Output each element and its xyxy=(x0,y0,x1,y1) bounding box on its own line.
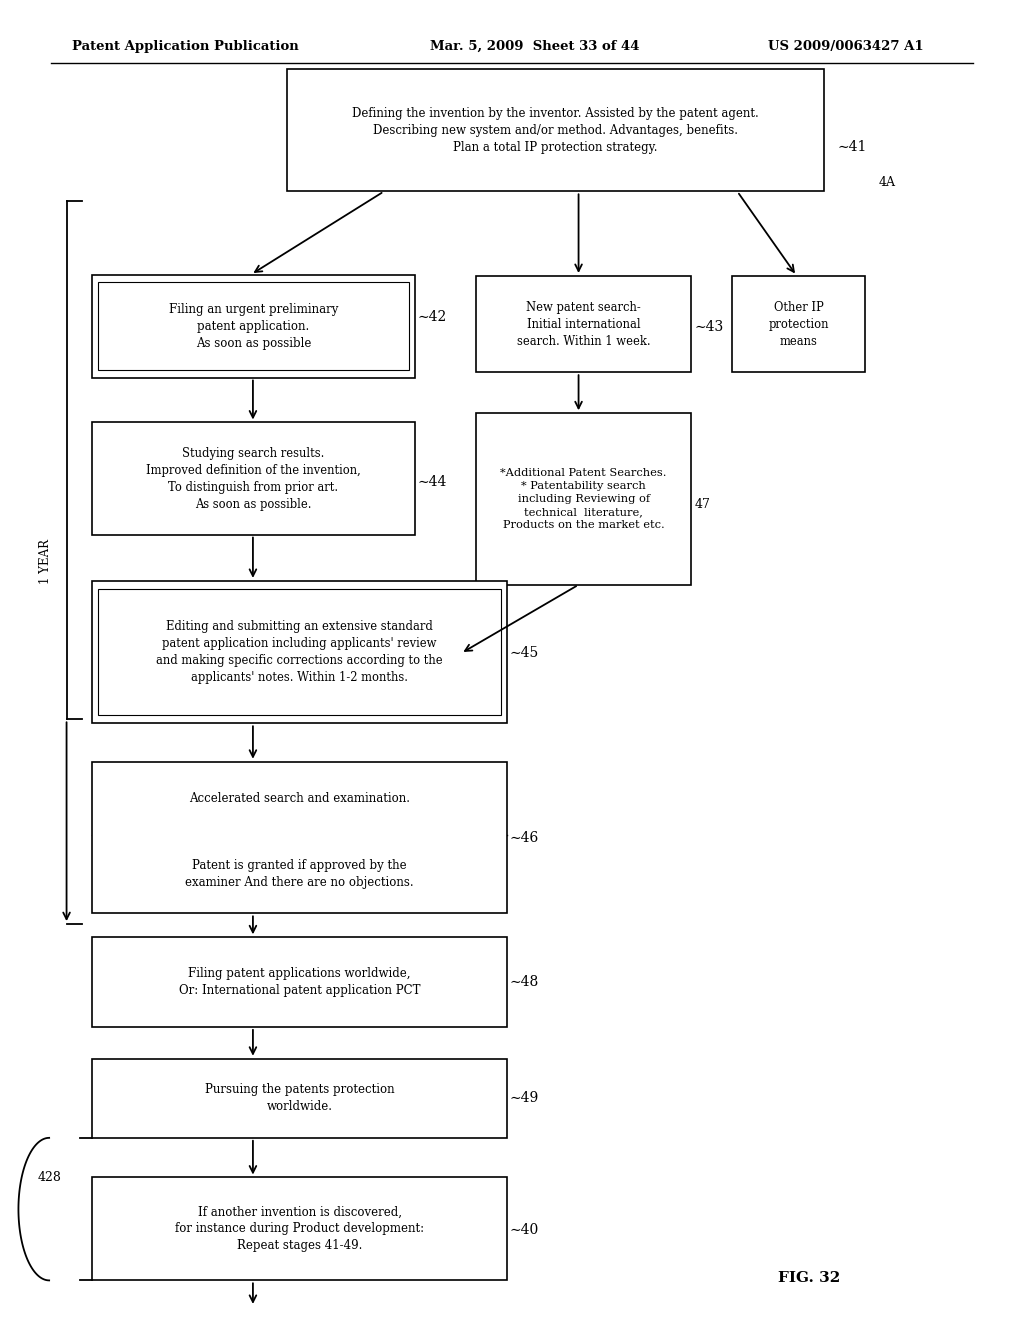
FancyBboxPatch shape xyxy=(92,1059,507,1138)
Text: Mar. 5, 2009  Sheet 33 of 44: Mar. 5, 2009 Sheet 33 of 44 xyxy=(430,40,640,53)
Text: If another invention is discovered,
for instance during Product development:
Rep: If another invention is discovered, for … xyxy=(175,1205,424,1253)
FancyBboxPatch shape xyxy=(476,276,691,372)
Text: Patent is granted if approved by the
examiner And there are no objections.: Patent is granted if approved by the exa… xyxy=(185,859,414,888)
Text: Filing an urgent preliminary
patent application.
As soon as possible: Filing an urgent preliminary patent appl… xyxy=(169,302,338,350)
Text: Studying search results.
Improved definition of the invention,
To distinguish fr: Studying search results. Improved defini… xyxy=(146,446,360,511)
Text: Other IP
protection
means: Other IP protection means xyxy=(768,301,829,347)
Text: US 2009/0063427 A1: US 2009/0063427 A1 xyxy=(768,40,924,53)
Text: Accelerated search and examination.: Accelerated search and examination. xyxy=(189,792,410,805)
FancyBboxPatch shape xyxy=(732,276,865,372)
Text: *Additional Patent Searches.
* Patentability search
including Reviewing of
techn: *Additional Patent Searches. * Patentabi… xyxy=(501,467,667,531)
Text: ∼43: ∼43 xyxy=(694,321,724,334)
FancyBboxPatch shape xyxy=(92,275,415,378)
Text: 428: 428 xyxy=(37,1171,61,1184)
FancyBboxPatch shape xyxy=(476,413,691,585)
Text: ∼45: ∼45 xyxy=(510,647,540,660)
Text: ∼41: ∼41 xyxy=(838,140,867,153)
Text: 1 YEAR: 1 YEAR xyxy=(39,539,51,583)
FancyBboxPatch shape xyxy=(287,69,824,191)
Text: Filing patent applications worldwide,
Or: International patent application PCT: Filing patent applications worldwide, Or… xyxy=(179,968,420,997)
Text: ∼48: ∼48 xyxy=(510,975,540,989)
Text: New patent search-
Initial international
search. Within 1 week.: New patent search- Initial international… xyxy=(517,301,650,347)
FancyBboxPatch shape xyxy=(92,422,415,535)
FancyBboxPatch shape xyxy=(92,1177,507,1280)
Text: 4A: 4A xyxy=(879,176,896,189)
Text: ∼42: ∼42 xyxy=(418,310,447,323)
FancyBboxPatch shape xyxy=(98,282,409,370)
FancyBboxPatch shape xyxy=(98,589,501,715)
Text: ∼40: ∼40 xyxy=(510,1224,540,1237)
FancyBboxPatch shape xyxy=(92,762,507,913)
FancyBboxPatch shape xyxy=(92,581,507,723)
Text: Editing and submitting an extensive standard
patent application including applic: Editing and submitting an extensive stan… xyxy=(157,620,442,684)
Text: Pursuing the patents protection
worldwide.: Pursuing the patents protection worldwid… xyxy=(205,1084,394,1113)
Text: 47: 47 xyxy=(694,498,711,511)
Text: ∼49: ∼49 xyxy=(510,1092,540,1105)
Text: ∼46: ∼46 xyxy=(510,832,540,845)
FancyBboxPatch shape xyxy=(92,937,507,1027)
Text: ∼44: ∼44 xyxy=(418,475,447,488)
Text: Defining the invention by the inventor. Assisted by the patent agent.
Describing: Defining the invention by the inventor. … xyxy=(352,107,759,153)
Text: Patent Application Publication: Patent Application Publication xyxy=(72,40,298,53)
Text: FIG. 32: FIG. 32 xyxy=(778,1271,841,1284)
